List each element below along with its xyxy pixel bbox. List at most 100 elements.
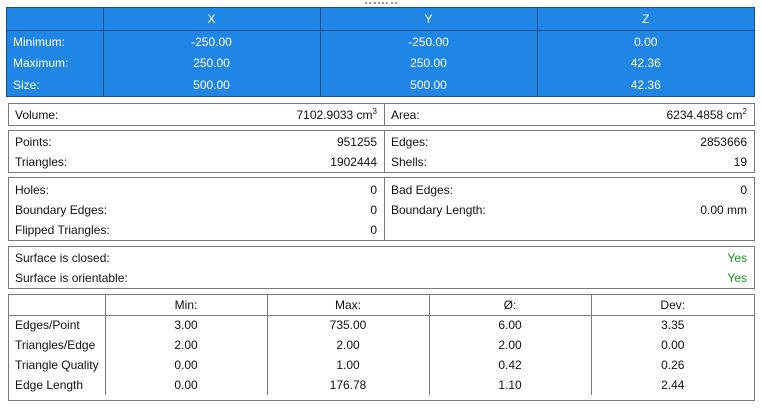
area-value: 6234.4858 cm2 bbox=[666, 107, 747, 123]
shells-value: 19 bbox=[733, 155, 747, 169]
points-label: Points: bbox=[15, 135, 52, 149]
flipped-triangles-row: Flipped Triangles: 0 bbox=[9, 220, 384, 240]
boundary-edges-label: Boundary Edges: bbox=[15, 203, 108, 217]
surface-orientable-label: Surface is orientable: bbox=[15, 271, 128, 285]
mesh-statistics-table: Min: Max: Ø: Dev: Edges/Point 3.00 735.0… bbox=[8, 294, 755, 401]
area-cell: Area: 6234.4858 cm2 bbox=[384, 104, 754, 125]
min-y-value: -250.00 bbox=[319, 30, 537, 53]
min-value: 2.00 bbox=[104, 335, 267, 355]
holes-row: Holes: 0 bbox=[9, 180, 384, 200]
size-z-value: 42.36 bbox=[536, 74, 754, 96]
bounding-box-table: X Y Z Minimum: -250.00 -250.00 0.00 Maxi… bbox=[6, 7, 755, 97]
stats-header-empty bbox=[9, 295, 105, 316]
counts-panel: Points: 951255 Triangles: 1902444 Edges:… bbox=[8, 130, 755, 173]
counts-right: Edges: 2853666 Shells: 19 bbox=[384, 131, 754, 172]
max-y-value: 250.00 bbox=[319, 52, 537, 75]
flipped-triangles-label: Flipped Triangles: bbox=[15, 223, 110, 237]
surface-status-panel: Surface is closed: Yes Surface is orient… bbox=[8, 246, 755, 289]
bounds-header-y: Y bbox=[319, 8, 537, 32]
max-value: 1.00 bbox=[266, 355, 429, 375]
avg-value: 1.10 bbox=[428, 375, 591, 395]
shells-label: Shells: bbox=[391, 155, 428, 169]
defects-right: Bad Edges: 0 Boundary Length: 0.00 mm bbox=[384, 178, 754, 240]
edges-row: Edges: 2853666 bbox=[385, 132, 754, 152]
resize-grip-icon[interactable] bbox=[365, 0, 397, 5]
surface-closed-value: Yes bbox=[727, 251, 747, 265]
min-value: 3.00 bbox=[104, 315, 267, 335]
avg-value: 6.00 bbox=[428, 315, 591, 335]
stats-header-dev: Dev: bbox=[590, 295, 754, 316]
edges-label: Edges: bbox=[391, 135, 429, 149]
stats-header-avg: Ø: bbox=[428, 295, 591, 316]
dev-value: 0.00 bbox=[590, 335, 754, 355]
boundary-length-label: Boundary Length: bbox=[391, 203, 486, 217]
max-x-value: 250.00 bbox=[102, 52, 320, 75]
triangles-value: 1902444 bbox=[330, 155, 377, 169]
counts-left: Points: 951255 Triangles: 1902444 bbox=[9, 131, 384, 172]
stats-header-min: Min: bbox=[104, 295, 267, 316]
bounds-row-minimum: Minimum: -250.00 -250.00 0.00 bbox=[7, 30, 754, 53]
surface-orientable-value: Yes bbox=[727, 271, 747, 285]
max-value: 2.00 bbox=[266, 335, 429, 355]
edges-value: 2853666 bbox=[700, 135, 747, 149]
min-x-value: -250.00 bbox=[102, 30, 320, 53]
bounds-header-x: X bbox=[102, 8, 320, 32]
volume-value: 7102.9033 cm3 bbox=[296, 107, 377, 123]
bad-edges-label: Bad Edges: bbox=[391, 183, 454, 197]
stats-row-edge-length: Edge Length 0.00 176.78 1.10 2.44 bbox=[9, 375, 754, 395]
bounds-header-z: Z bbox=[536, 8, 754, 32]
max-value: 176.78 bbox=[266, 375, 429, 395]
avg-value: 2.00 bbox=[428, 335, 591, 355]
holes-label: Holes: bbox=[15, 183, 50, 197]
defects-left: Holes: 0 Boundary Edges: 0 Flipped Trian… bbox=[9, 178, 384, 240]
volume-area-panel: Volume: 7102.9033 cm3 Area: 6234.4858 cm… bbox=[8, 103, 755, 126]
min-value: 0.00 bbox=[104, 375, 267, 395]
boundary-edges-value: 0 bbox=[370, 203, 377, 217]
boundary-length-value: 0.00 mm bbox=[700, 203, 747, 217]
points-row: Points: 951255 bbox=[9, 132, 384, 152]
bounds-header-empty bbox=[7, 8, 103, 32]
dev-value: 2.44 bbox=[590, 375, 754, 395]
flipped-triangles-value: 0 bbox=[370, 223, 377, 237]
max-z-value: 42.36 bbox=[536, 52, 754, 75]
row-label: Triangles/Edge bbox=[15, 338, 96, 352]
bad-edges-row: Bad Edges: 0 bbox=[385, 180, 754, 200]
stats-row-triangle-quality: Triangle Quality 0.00 1.00 0.42 0.26 bbox=[9, 355, 754, 375]
dev-value: 3.35 bbox=[590, 315, 754, 335]
bounds-row-size: Size: 500.00 500.00 42.36 bbox=[7, 74, 754, 96]
bounds-row-maximum: Maximum: 250.00 250.00 42.36 bbox=[7, 52, 754, 75]
triangles-label: Triangles: bbox=[15, 155, 68, 169]
avg-value: 0.42 bbox=[428, 355, 591, 375]
stats-header-max: Max: bbox=[266, 295, 429, 316]
surface-closed-label: Surface is closed: bbox=[15, 251, 110, 265]
triangles-row: Triangles: 1902444 bbox=[9, 152, 384, 172]
bad-edges-value: 0 bbox=[740, 183, 747, 197]
stats-row-triangles-per-edge: Triangles/Edge 2.00 2.00 2.00 0.00 bbox=[9, 335, 754, 355]
area-label: Area: bbox=[391, 108, 420, 122]
volume-label: Volume: bbox=[15, 108, 59, 122]
dev-value: 0.26 bbox=[590, 355, 754, 375]
shells-row: Shells: 19 bbox=[385, 152, 754, 172]
min-z-value: 0.00 bbox=[536, 30, 754, 53]
stats-row-edges-per-point: Edges/Point 3.00 735.00 6.00 3.35 bbox=[9, 315, 754, 335]
max-value: 735.00 bbox=[266, 315, 429, 335]
stats-header-row: Min: Max: Ø: Dev: bbox=[9, 295, 754, 316]
points-value: 951255 bbox=[336, 135, 377, 149]
size-x-value: 500.00 bbox=[102, 74, 320, 96]
row-label: Triangle Quality bbox=[15, 358, 99, 372]
row-label: Edges/Point bbox=[15, 318, 80, 333]
size-y-value: 500.00 bbox=[319, 74, 537, 96]
row-label: Edge Length bbox=[15, 378, 84, 392]
surface-closed-row: Surface is closed: Yes bbox=[9, 248, 754, 268]
holes-value: 0 bbox=[370, 183, 377, 197]
defects-panel: Holes: 0 Boundary Edges: 0 Flipped Trian… bbox=[8, 177, 755, 241]
row-label: Size: bbox=[13, 78, 40, 93]
boundary-edges-row: Boundary Edges: 0 bbox=[9, 200, 384, 220]
boundary-length-row: Boundary Length: 0.00 mm bbox=[385, 200, 754, 220]
surface-orientable-row: Surface is orientable: Yes bbox=[9, 268, 754, 288]
min-value: 0.00 bbox=[104, 355, 267, 375]
volume-cell: Volume: 7102.9033 cm3 bbox=[9, 104, 384, 125]
bounds-header-row: X Y Z bbox=[7, 8, 754, 32]
row-label: Maximum: bbox=[13, 56, 69, 71]
row-label: Minimum: bbox=[13, 34, 66, 49]
